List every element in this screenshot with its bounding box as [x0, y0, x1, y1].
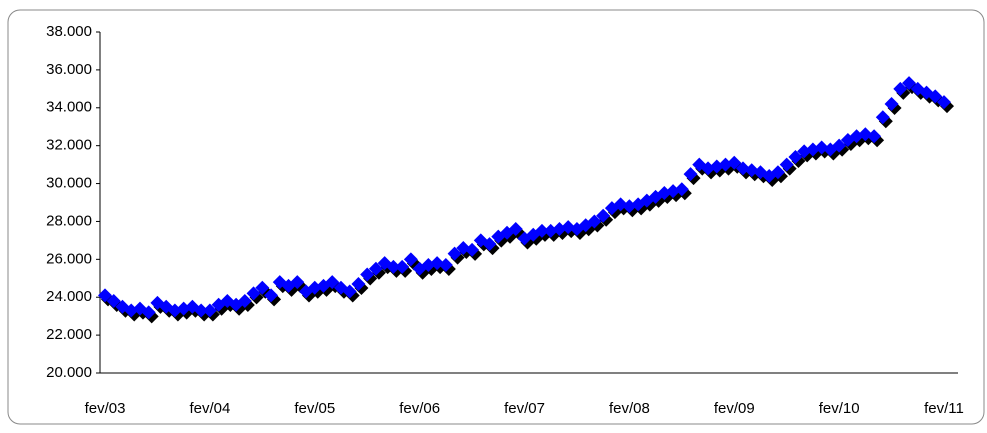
- marker: [106, 294, 121, 309]
- marker: [141, 305, 156, 320]
- marker: [246, 286, 261, 301]
- marker: [342, 284, 357, 299]
- marker: [596, 208, 611, 223]
- marker: [508, 222, 523, 237]
- x-tick-label: fev/03: [85, 400, 126, 417]
- marker: [395, 259, 410, 274]
- marker: [884, 96, 899, 111]
- marker: [674, 182, 689, 197]
- y-tick-label: 38.000: [46, 23, 92, 40]
- y-tick-label: 34.000: [46, 99, 92, 116]
- x-tick-label: fev/09: [714, 400, 755, 417]
- marker: [386, 259, 401, 274]
- y-tick-label: 30.000: [46, 175, 92, 192]
- marker: [937, 95, 951, 110]
- y-tick-label: 36.000: [46, 61, 92, 78]
- x-tick-label: fev/08: [609, 400, 650, 417]
- y-tick-label: 22.000: [46, 326, 92, 343]
- x-tick-label: fev/10: [819, 400, 860, 417]
- y-tick-label: 20.000: [46, 364, 92, 381]
- marker: [351, 276, 366, 291]
- x-tick-label: fev/05: [294, 400, 335, 417]
- marker: [534, 223, 549, 238]
- marker: [928, 89, 943, 104]
- marker: [465, 242, 480, 257]
- marker: [893, 81, 908, 96]
- marker: [360, 267, 375, 282]
- marker: [368, 261, 383, 276]
- marker: [98, 288, 112, 303]
- y-tick-label: 24.000: [46, 288, 92, 305]
- marker: [325, 275, 340, 290]
- y-tick-label: 32.000: [46, 137, 92, 154]
- y-tick-label: 28.000: [46, 212, 92, 229]
- chart-frame: [7, 9, 985, 425]
- marker: [194, 303, 209, 318]
- marker: [115, 299, 130, 314]
- marker: [482, 237, 497, 252]
- marker: [264, 288, 279, 303]
- y-tick-label: 26.000: [46, 250, 92, 267]
- marker: [447, 246, 462, 261]
- marker: [867, 129, 882, 144]
- marker: [403, 252, 418, 267]
- marker: [290, 275, 305, 290]
- marker: [770, 165, 785, 180]
- marker: [779, 157, 794, 172]
- marker: [683, 167, 698, 182]
- x-tick-label: fev/06: [399, 400, 440, 417]
- marker: [237, 294, 252, 309]
- marker: [255, 280, 270, 295]
- marker: [727, 155, 742, 170]
- marker: [587, 214, 602, 229]
- marker: [202, 303, 217, 318]
- x-tick-label: fev/07: [504, 400, 545, 417]
- marker: [438, 258, 453, 273]
- x-tick-label: fev/04: [189, 400, 230, 417]
- marker: [788, 150, 803, 165]
- marker: [902, 76, 917, 91]
- x-tick-label: fev/11: [924, 400, 964, 417]
- marker: [832, 138, 847, 153]
- marker: [875, 110, 890, 125]
